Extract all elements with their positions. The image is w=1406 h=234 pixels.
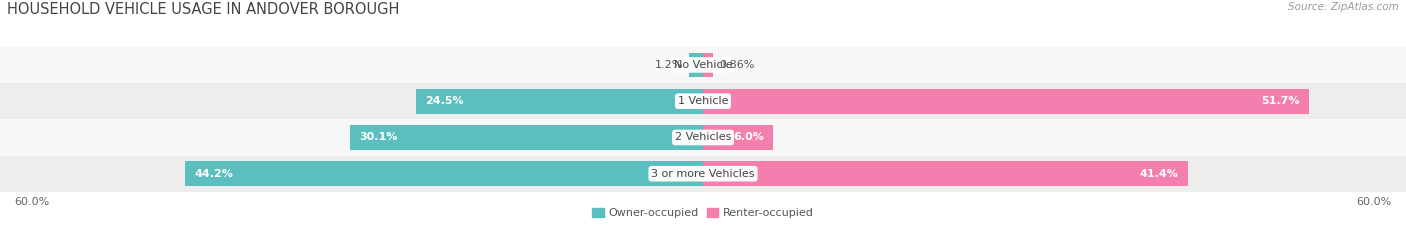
Bar [703, 161, 1188, 186]
Bar [186, 161, 703, 186]
Text: 44.2%: 44.2% [194, 169, 233, 179]
Text: 2 Vehicles: 2 Vehicles [675, 132, 731, 143]
Legend: Owner-occupied, Renter-occupied: Owner-occupied, Renter-occupied [588, 203, 818, 223]
Bar [689, 53, 703, 77]
Bar [350, 125, 703, 150]
Text: 1.2%: 1.2% [655, 60, 683, 70]
Text: No Vehicle: No Vehicle [673, 60, 733, 70]
Bar [0, 83, 1406, 119]
Bar [0, 156, 1406, 192]
Text: HOUSEHOLD VEHICLE USAGE IN ANDOVER BOROUGH: HOUSEHOLD VEHICLE USAGE IN ANDOVER BOROU… [7, 2, 399, 17]
Bar [0, 47, 1406, 83]
Text: 3 or more Vehicles: 3 or more Vehicles [651, 169, 755, 179]
Text: 30.1%: 30.1% [360, 132, 398, 143]
Text: 60.0%: 60.0% [1357, 197, 1392, 207]
Text: 41.4%: 41.4% [1140, 169, 1178, 179]
Text: Source: ZipAtlas.com: Source: ZipAtlas.com [1288, 2, 1399, 12]
Bar [703, 125, 773, 150]
Text: 1 Vehicle: 1 Vehicle [678, 96, 728, 106]
Text: 6.0%: 6.0% [733, 132, 763, 143]
Text: 51.7%: 51.7% [1261, 96, 1299, 106]
Text: 0.86%: 0.86% [718, 60, 754, 70]
Bar [416, 89, 703, 113]
Text: 24.5%: 24.5% [425, 96, 464, 106]
Text: 60.0%: 60.0% [14, 197, 49, 207]
Bar [703, 89, 1309, 113]
Bar [703, 53, 713, 77]
Bar [0, 119, 1406, 156]
